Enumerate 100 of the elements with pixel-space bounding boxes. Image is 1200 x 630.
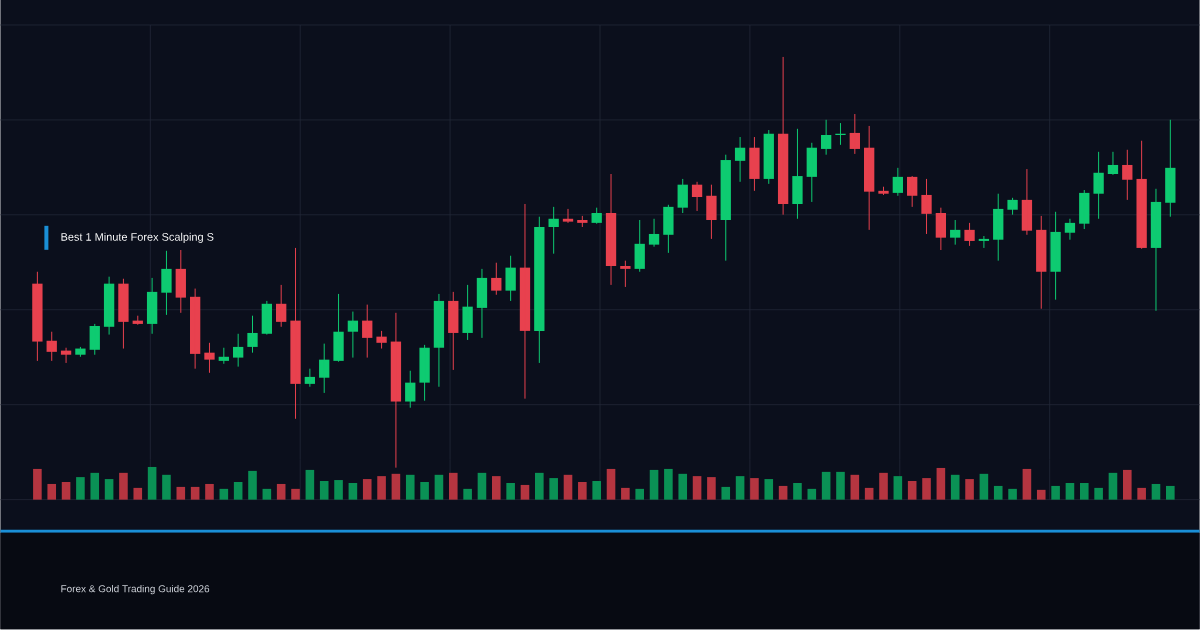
bar [219, 489, 229, 500]
bar [248, 471, 257, 500]
candlestick [75, 346, 86, 358]
candlestick [577, 215, 588, 228]
bar [807, 489, 817, 500]
bar [936, 468, 946, 500]
bar [649, 470, 659, 500]
bar [707, 477, 716, 500]
bar [764, 479, 774, 500]
bar [678, 474, 688, 500]
bar [348, 483, 358, 500]
bar [979, 474, 989, 500]
bar [205, 484, 214, 500]
candlestick [290, 247, 301, 420]
bar [1108, 473, 1118, 500]
candlestick [964, 222, 975, 247]
bar [506, 483, 515, 500]
bar [893, 476, 903, 500]
candlestick [1093, 151, 1104, 220]
candlestick [233, 333, 244, 368]
bar [334, 480, 343, 500]
bar [262, 489, 272, 500]
bar [965, 479, 974, 500]
bar [821, 472, 831, 500]
candlestick [620, 260, 631, 288]
bar [1166, 486, 1175, 500]
candlestick [161, 250, 172, 316]
bar [1151, 484, 1161, 500]
bar [1065, 483, 1075, 500]
candlestick [1050, 211, 1061, 301]
candlestick [921, 178, 932, 235]
bar [448, 473, 458, 500]
candlestick [32, 271, 43, 362]
bar [377, 476, 386, 500]
bar [119, 473, 128, 500]
bar [1079, 483, 1089, 500]
bar [162, 475, 171, 500]
candlestick [792, 128, 803, 220]
bar [405, 475, 415, 500]
bar [276, 484, 286, 500]
bar [305, 470, 315, 500]
bar [319, 481, 329, 500]
bar [61, 482, 71, 500]
bar [850, 475, 860, 500]
bar [563, 475, 573, 500]
bar [492, 476, 501, 500]
candlestick [749, 136, 760, 192]
bar [391, 474, 401, 500]
bar [463, 489, 472, 500]
bar [33, 469, 42, 500]
text: Forex & Gold Trading Guide 2026 [61, 585, 210, 595]
bar [1123, 470, 1132, 500]
candlestick [376, 330, 387, 350]
candlestick [505, 255, 516, 302]
candlestick [548, 206, 559, 255]
candlestick [204, 342, 215, 374]
bar [76, 477, 85, 500]
bar [434, 475, 444, 500]
bar [721, 487, 731, 500]
bar [176, 487, 186, 500]
bar [922, 478, 931, 500]
bar [950, 475, 960, 500]
candlestick [118, 278, 129, 350]
candlestick [1136, 140, 1147, 250]
candlestick [878, 186, 889, 196]
text: Best 1 Minute Forex Scalping S [61, 232, 214, 244]
bar [735, 476, 745, 500]
bar [864, 488, 874, 500]
bar [907, 481, 917, 500]
bar [692, 476, 702, 500]
bar [1094, 488, 1103, 500]
bar [1008, 489, 1017, 500]
bar [47, 484, 57, 500]
candlestick [1007, 197, 1018, 216]
bar [362, 479, 372, 500]
bar [621, 488, 630, 500]
bar [233, 482, 243, 500]
bar [90, 473, 100, 500]
bar [420, 482, 429, 500]
bar [879, 473, 888, 500]
candlestick [706, 184, 717, 240]
bar [549, 478, 558, 500]
bar [291, 489, 300, 500]
bar [750, 478, 759, 500]
bar [1022, 469, 1032, 500]
bar [993, 486, 1003, 500]
bar [190, 487, 200, 500]
bar [520, 485, 530, 500]
bar [477, 473, 487, 500]
bar [664, 469, 673, 500]
bar [104, 479, 114, 500]
candlestick [462, 284, 473, 341]
bar [1137, 488, 1146, 500]
bar [778, 486, 788, 500]
bar [578, 482, 587, 500]
bar [606, 469, 616, 500]
bar [793, 483, 802, 500]
bar [133, 488, 143, 500]
candlestick [419, 344, 430, 402]
bar [535, 473, 544, 500]
